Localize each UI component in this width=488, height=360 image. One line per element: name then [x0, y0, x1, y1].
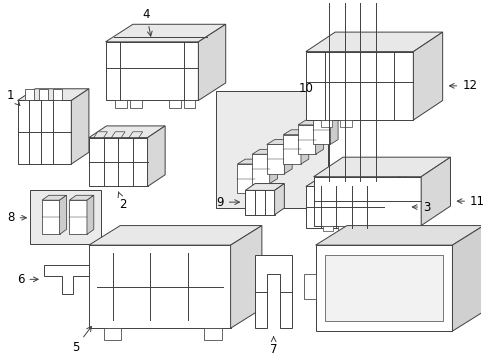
Polygon shape: [252, 154, 269, 184]
Bar: [25, 89, 34, 100]
Circle shape: [321, 251, 332, 263]
Bar: [130, 100, 142, 108]
Text: 2: 2: [118, 192, 126, 211]
Polygon shape: [297, 125, 315, 154]
Polygon shape: [252, 149, 277, 154]
Polygon shape: [315, 120, 323, 154]
Polygon shape: [255, 159, 263, 193]
Polygon shape: [18, 100, 71, 164]
Polygon shape: [60, 195, 66, 234]
Polygon shape: [105, 24, 225, 42]
Polygon shape: [230, 226, 262, 328]
Polygon shape: [312, 110, 337, 115]
Bar: [39, 89, 48, 100]
Text: 12: 12: [448, 79, 476, 93]
Polygon shape: [89, 245, 230, 328]
Polygon shape: [129, 132, 142, 138]
Polygon shape: [303, 274, 315, 299]
Polygon shape: [412, 32, 442, 120]
Polygon shape: [305, 186, 383, 228]
Polygon shape: [451, 226, 483, 331]
Polygon shape: [44, 265, 91, 294]
Circle shape: [434, 251, 446, 263]
Polygon shape: [245, 190, 274, 215]
Polygon shape: [313, 157, 449, 177]
Polygon shape: [315, 226, 483, 245]
Polygon shape: [329, 110, 337, 144]
Polygon shape: [71, 89, 89, 164]
Polygon shape: [87, 195, 94, 234]
Polygon shape: [111, 132, 125, 138]
Polygon shape: [94, 132, 107, 138]
Polygon shape: [147, 126, 165, 186]
Polygon shape: [255, 255, 291, 328]
Bar: [216, 91, 327, 208]
Polygon shape: [283, 135, 300, 164]
Bar: [323, 226, 332, 231]
Polygon shape: [89, 226, 262, 245]
Polygon shape: [266, 140, 291, 144]
Text: 6: 6: [17, 273, 38, 286]
Circle shape: [321, 314, 332, 325]
Polygon shape: [305, 173, 405, 186]
Polygon shape: [198, 24, 225, 100]
Circle shape: [62, 280, 72, 290]
Polygon shape: [105, 42, 198, 100]
Polygon shape: [284, 140, 291, 174]
Bar: [169, 100, 181, 108]
Polygon shape: [89, 138, 147, 186]
Polygon shape: [103, 328, 121, 340]
Polygon shape: [383, 173, 405, 228]
Polygon shape: [305, 32, 442, 51]
Polygon shape: [300, 130, 308, 164]
Polygon shape: [420, 157, 449, 226]
Polygon shape: [42, 200, 60, 234]
Bar: [339, 120, 351, 127]
Polygon shape: [266, 144, 284, 174]
Text: 4: 4: [142, 8, 152, 36]
Bar: [325, 255, 442, 321]
Polygon shape: [237, 164, 255, 193]
Text: 11: 11: [456, 195, 484, 208]
Polygon shape: [274, 184, 284, 215]
Text: 3: 3: [411, 201, 429, 213]
Text: 7: 7: [269, 337, 277, 356]
Bar: [320, 120, 331, 127]
Polygon shape: [315, 245, 451, 331]
Polygon shape: [42, 195, 66, 200]
Text: 8: 8: [7, 211, 26, 224]
Polygon shape: [305, 51, 412, 120]
Text: 13: 13: [0, 359, 1, 360]
Polygon shape: [89, 126, 165, 138]
Text: 1: 1: [7, 89, 20, 105]
Bar: [115, 100, 127, 108]
Polygon shape: [312, 115, 329, 144]
Text: 10: 10: [298, 82, 313, 95]
Circle shape: [434, 314, 446, 325]
Polygon shape: [297, 120, 323, 125]
Text: 5: 5: [72, 327, 91, 354]
Bar: [53, 89, 61, 100]
Text: 9: 9: [216, 195, 239, 209]
Polygon shape: [69, 195, 94, 200]
Polygon shape: [313, 177, 420, 226]
Bar: [337, 226, 347, 231]
Bar: [30, 190, 101, 244]
Polygon shape: [237, 159, 263, 164]
Polygon shape: [245, 184, 284, 190]
Polygon shape: [269, 149, 277, 184]
Polygon shape: [69, 200, 87, 234]
Polygon shape: [204, 328, 222, 340]
Polygon shape: [283, 130, 308, 135]
Bar: [183, 100, 195, 108]
Polygon shape: [18, 89, 89, 100]
